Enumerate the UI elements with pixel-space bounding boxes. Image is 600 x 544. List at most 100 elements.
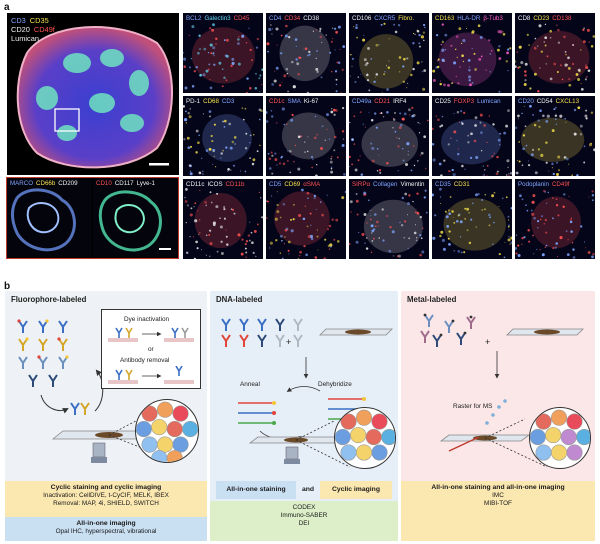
metal-band-title: All-in-one staining and all-in-one imagi… [431,484,565,491]
marker-label: FOXP3 [453,98,475,105]
metal-cells [530,409,590,461]
panel-a-letter: a [4,2,10,13]
dye-inactivation-label: Dye inactivation [124,316,170,323]
marker-label: SIRPα [352,181,371,188]
dna-schematic [221,318,393,468]
dna-method-1: CODEX [292,504,316,511]
or-label: or [148,346,154,353]
marker-label: Podoplanin [518,181,549,188]
inset-1-labels: MARCO CD66b CD209 [10,180,81,187]
marker-label: Collagen [373,181,398,188]
marker-label: HLA-DR [457,15,481,22]
dna-magnifier [334,407,396,469]
fluor-inactivation-methods: Inactivation: CellDIVE, t-CyCIF, MELK, I… [43,492,169,499]
marker-tile-labels: Podoplanin CD49f [518,181,573,188]
marker-tile-image [432,109,512,176]
marker-tile-image [184,188,263,259]
dna-band-row: All-in-one staining and Cyclic imaging [210,481,398,503]
marker-tile-image [515,104,595,176]
marker-label: CD45 [233,15,250,22]
marker-label: CD20 [518,98,534,105]
fluor-all-in-one-title: All-in-one imaging [76,520,136,527]
metal-schematic [420,313,584,468]
marker-label: CD5 [269,181,282,188]
fluorophore-column: Fluorophore-labeled Dye inactivation [5,291,207,541]
dehybridize-label: Dehybridize [318,381,352,388]
marker-label: αSMA [303,181,321,188]
marker-label: CD69 [284,181,301,188]
marker-tile-r2-c3: CD49a CD21 IRF4 [349,96,429,176]
fluorophore-magnifier [135,399,199,463]
marker-label: CD54 [536,98,553,105]
metal-method-2: MIBI-TOF [484,500,512,507]
fluorophore-title: Fluorophore-labeled [11,295,87,304]
antibody-removal-diagram [108,366,194,384]
marker-tile-r2-c2: CD1c SMA Ki-67 [266,96,346,176]
fluorophore-antibodies [18,320,68,387]
marker-label: CD49f [33,25,55,34]
marker-label: Vimentin [400,181,425,188]
marker-label: CD25 [435,98,451,105]
marker-label: CD117 [114,180,134,187]
marker-tile-labels: BCL2 Galectin3 CD45 [186,15,252,22]
marker-tile-labels: SIRPα Collagen Vimentin [352,181,427,188]
marker-tile-r1-c4: CD163 HLA-DR β-Tub3 [432,13,512,93]
marker-label: CD49a [352,98,372,105]
metal-antibodies [420,314,476,347]
metal-magnifier [529,407,591,469]
overview-marker-labels: CD3 CD35 CD20 CD49f Lumican [11,16,59,43]
inset-frame: MARCO CD66b CD209 CD10 CD117 Lyve-1 [6,177,179,259]
inset-2-labels: CD10 CD117 Lyve-1 [96,180,158,187]
marker-label: CD8 [518,15,531,22]
marker-tile-image [349,189,428,258]
metal-band: All-in-one staining and all-in-one imagi… [401,481,595,541]
marker-tile-labels: CD1c SMA Ki-67 [269,98,321,105]
dna-antibodies [221,318,303,347]
overview-label-row: CD20 CD49f [11,25,59,34]
overview-tissue-image [16,26,174,169]
marker-label: Galectin3 [204,15,231,22]
marker-tile-r1-c5: CD8 CD23 CD138 [515,13,595,93]
marker-label: CD163 [435,15,455,22]
marker-tile-r2-c1: PD-1 CD68 CD3 [183,96,263,176]
marker-tile-image [349,106,429,176]
marker-label: CD21 [374,98,391,105]
marker-tile-labels: CD4 CD34 CD38 [269,15,322,22]
marker-tile-image [515,189,595,259]
marker-tile-image [515,23,595,93]
marker-label: CD66b [36,180,56,187]
marker-label: IRF4 [393,98,407,105]
metal-method-1: IMC [492,492,504,499]
fluor-all-in-one-band: All-in-one imaging Opal IHC, hyperspectr… [5,517,207,541]
panel-b-letter: b [4,281,11,292]
marker-label: ICOS [207,181,223,188]
dna-and: and [301,486,315,493]
marker-label: CD11c [186,181,205,188]
marker-label: CD4 [269,15,282,22]
marker-label: Lumican [477,98,501,105]
marker-label: CD3 [11,16,26,25]
marker-label: Lyve-1 [136,180,155,187]
marker-tile-image [266,107,346,176]
marker-label: CD3 [221,98,235,105]
marker-label: CD10 [96,180,112,187]
dna-plus: + [286,337,292,347]
fluor-cyclic-band: Cyclic staining and cyclic imaging Inact… [5,481,207,517]
overview-micrograph: CD3 CD35 CD20 CD49f Lumican [7,13,179,175]
marker-tile-image [266,188,346,259]
marker-label: MARCO [10,180,34,187]
marker-label: CD35 [435,181,451,188]
metal-title: Metal-labeled [407,295,457,304]
dna-column: DNA-labeled + Anneal Dehybridize [210,291,398,541]
marker-label: CXCL13 [555,98,580,105]
marker-label: CXCR5 [374,15,396,22]
marker-label: CD138 [552,15,572,22]
marker-tile-labels: CD35 CD31 [435,181,473,188]
marker-label: CD35 [29,16,49,25]
marker-label: CD49f [551,181,570,188]
marker-label: CD38 [303,15,320,22]
marker-tile-labels: CD106 CXCR5 Fibro. [352,15,417,22]
marker-tile-image [183,105,263,176]
marker-tile-labels: CD8 CD23 CD138 [518,15,574,22]
marker-tile-r1-c3: CD106 CXCR5 Fibro. [349,13,429,93]
